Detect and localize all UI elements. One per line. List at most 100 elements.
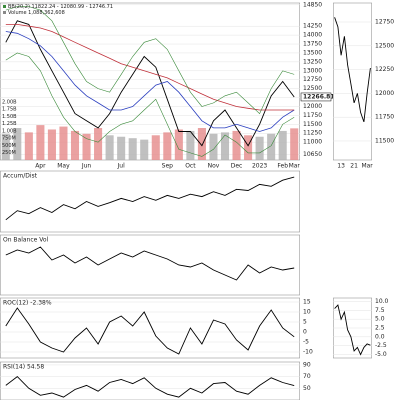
legend-swatch [3, 11, 6, 14]
y2-tick-label: 250M [2, 150, 16, 156]
y-tick-label: 0 [303, 329, 307, 336]
series-line [5, 376, 295, 398]
y-tick-label: 14000 [303, 32, 322, 39]
series-line [5, 31, 295, 132]
volume-bar [220, 132, 230, 160]
volume-bar [151, 135, 160, 160]
y2-tick-label: 500M [2, 143, 16, 149]
panel-frame [0, 170, 300, 233]
y2-tick-label: 1.25B [2, 121, 17, 127]
volume-bar [105, 135, 114, 160]
y-tick-label: 10.0 [375, 298, 389, 305]
volume-bar [47, 129, 56, 160]
y-tick-label: 11500 [303, 121, 322, 128]
y-tick-label: 14250 [303, 23, 322, 30]
y2-tick-label: 1.00B [2, 128, 17, 134]
y-tick-label: 70 [303, 373, 311, 380]
volume-bar [36, 125, 45, 160]
series-line [334, 304, 371, 356]
y-tick-label: -2.5 [375, 342, 387, 349]
volume-bar [13, 128, 22, 160]
y-tick-label: 12750 [375, 19, 394, 26]
y-tick-label: 11750 [303, 112, 322, 119]
panel-frame [0, 297, 300, 359]
volume-bar [197, 128, 206, 160]
legend-swatch [3, 5, 6, 8]
volume-bar [209, 133, 218, 160]
y-tick-label: 12750 [303, 76, 322, 83]
y-tick-label: 12500 [375, 42, 394, 49]
volume-bar [128, 138, 137, 160]
y-tick-label: 15 [303, 299, 311, 306]
volume-bar [244, 135, 253, 160]
y-tick-label: 14850 [303, 1, 322, 8]
series-line [5, 6, 295, 115]
y-tick-label: 90 [303, 361, 311, 368]
y-tick-label: -10 [303, 349, 313, 356]
volume-bar [278, 130, 287, 160]
y-tick-label: 11750 [375, 114, 394, 121]
last-price-label: 12266.81 [303, 93, 335, 100]
series-line [334, 17, 371, 123]
panel-frame [332, 2, 372, 161]
y-tick-label: 11250 [303, 130, 322, 137]
x-tick-label: Oct [185, 163, 196, 170]
x-tick-label: 21 [350, 163, 358, 170]
panel-title: On Balance Vol [3, 237, 49, 244]
series-line [5, 176, 295, 221]
panel-title: Accum/Dist [3, 173, 38, 180]
x-tick-label: Jun [81, 163, 92, 170]
volume-bar [140, 139, 149, 160]
series-line [5, 52, 295, 157]
y-tick-label: -5.0 [375, 351, 387, 358]
x-tick-label: Jul [117, 163, 126, 170]
y-tick-label: 5.0 [375, 316, 385, 323]
y-tick-label: 13750 [303, 41, 322, 48]
x-tick-label: Nov [208, 163, 220, 170]
y-tick-label: 10650 [303, 151, 322, 158]
last-price-box [300, 92, 332, 102]
series-line [5, 307, 295, 355]
y-tick-label: 2.5 [375, 325, 385, 332]
volume-bar [174, 129, 183, 160]
y-tick-label: 7.5 [375, 307, 385, 314]
y2-tick-label: 750M [2, 136, 16, 142]
volume-bar [59, 126, 68, 160]
y-tick-label: 13250 [303, 58, 322, 65]
y2-tick-label: 1.50B [2, 114, 17, 120]
volume-bar [186, 130, 195, 160]
series-line [5, 246, 295, 281]
x-tick-label: 2023 [252, 163, 267, 170]
y-tick-label: 0.0 [375, 333, 385, 340]
y2-tick-label: 1.75B [2, 107, 17, 113]
x-tick-label: Sep [162, 163, 174, 170]
series-line [5, 20, 295, 147]
volume-bar [82, 133, 91, 160]
volume-bar [290, 128, 299, 160]
x-tick-label: Feb [277, 163, 288, 170]
y-tick-label: -5 [303, 339, 309, 346]
volume-bar [163, 132, 172, 160]
legend-text: BB(20,2) 11822.24 - 12080.99 - 12746.71 [8, 4, 113, 10]
y-tick-label: 10 [303, 309, 311, 316]
x-tick-label: Apr [35, 163, 46, 170]
volume-bar [1, 133, 10, 160]
x-tick-label: May [57, 163, 70, 170]
panel-title: ROC(12) -2.38% [3, 300, 52, 307]
legend-text: Volume 1,088,362,608 [8, 10, 65, 16]
x-tick-label: Mar [289, 163, 301, 170]
y-tick-label: 11500 [375, 137, 394, 144]
y-tick-label: 11000 [303, 139, 322, 146]
y-tick-label: 12250 [375, 66, 394, 73]
y2-tick-label: 2.00B [2, 99, 17, 105]
y-tick-label: 13500 [303, 49, 322, 56]
panel-frame [0, 234, 300, 296]
volume-bar [267, 133, 276, 160]
panel-title: RSI(14) 54.58 [3, 364, 44, 371]
volume-bar [70, 130, 80, 160]
x-tick-label: 13 [337, 163, 345, 170]
series-line [5, 24, 295, 111]
volume-bar [232, 130, 241, 160]
y-tick-label: 12500 [303, 85, 322, 92]
